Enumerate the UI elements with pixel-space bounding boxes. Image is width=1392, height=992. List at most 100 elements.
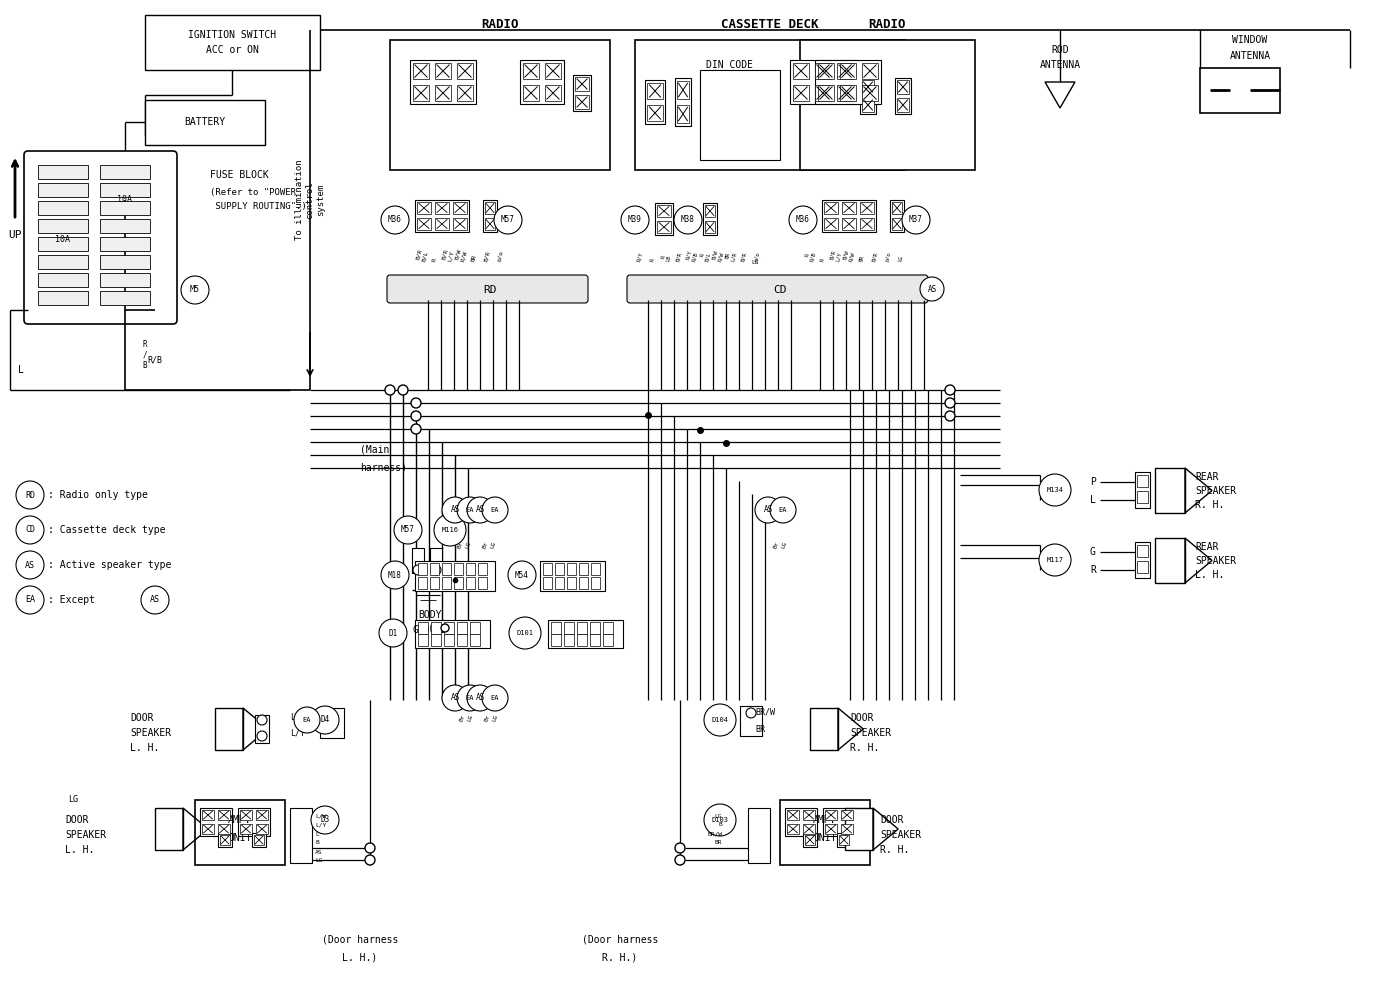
Bar <box>803 823 816 834</box>
Text: M54: M54 <box>515 570 529 579</box>
Bar <box>415 561 496 591</box>
Circle shape <box>379 619 406 647</box>
Bar <box>432 634 441 646</box>
Bar <box>567 577 576 589</box>
Bar <box>100 291 150 305</box>
Bar <box>544 62 561 79</box>
Bar <box>253 834 264 845</box>
Bar <box>603 634 612 646</box>
Bar <box>896 80 909 94</box>
Bar <box>430 577 438 589</box>
Bar <box>412 84 429 101</box>
Circle shape <box>466 497 493 523</box>
Text: CASSETTE DECK: CASSETTE DECK <box>721 19 818 32</box>
Text: R
B/L: R B/L <box>699 250 711 262</box>
Text: Br: Br <box>457 541 464 550</box>
Bar <box>454 202 466 214</box>
Text: L. H.): L. H.) <box>342 952 377 962</box>
Bar <box>195 800 285 865</box>
Bar <box>574 75 592 111</box>
Circle shape <box>789 206 817 234</box>
Text: M36: M36 <box>388 215 402 224</box>
Bar <box>415 200 469 232</box>
Text: B: B <box>718 822 722 827</box>
Bar <box>1200 68 1281 113</box>
Circle shape <box>386 385 395 395</box>
Bar <box>100 219 150 233</box>
Text: B/R
B/L: B/R B/L <box>415 248 429 262</box>
Text: D4: D4 <box>320 715 330 724</box>
Bar <box>38 273 88 287</box>
Circle shape <box>945 411 955 421</box>
Circle shape <box>443 497 468 523</box>
Bar <box>814 60 881 104</box>
Text: R. H.: R. H. <box>851 743 880 753</box>
Text: DOOR: DOOR <box>851 713 874 723</box>
Text: BR: BR <box>859 254 866 262</box>
Bar <box>290 808 312 863</box>
Text: REAR: REAR <box>1194 472 1218 482</box>
Bar <box>786 823 799 834</box>
Bar <box>415 620 490 648</box>
Text: R. H.: R. H. <box>1194 500 1225 510</box>
Bar <box>579 577 587 589</box>
Circle shape <box>746 708 756 718</box>
Bar <box>895 78 910 114</box>
Circle shape <box>494 206 522 234</box>
Text: L/W: L/W <box>290 712 305 721</box>
Text: EA: EA <box>491 507 500 513</box>
Bar <box>677 105 689 123</box>
Bar <box>38 237 88 251</box>
Text: B/R
L/Y: B/R L/Y <box>441 248 455 262</box>
Text: AS: AS <box>763 506 773 515</box>
Text: DOOR: DOOR <box>65 815 89 825</box>
Bar <box>320 708 344 738</box>
Bar <box>841 809 853 820</box>
Bar <box>825 809 837 820</box>
Bar <box>219 809 230 820</box>
Bar <box>1137 491 1148 503</box>
Text: BR/W: BR/W <box>754 707 775 716</box>
Bar <box>862 98 874 112</box>
Bar <box>219 823 230 834</box>
Text: L/W: L/W <box>315 813 326 818</box>
Bar <box>592 577 600 589</box>
Bar <box>418 622 427 634</box>
Bar <box>38 255 88 269</box>
Text: CD: CD <box>25 526 35 535</box>
Text: P: P <box>1090 477 1096 487</box>
Bar <box>38 201 88 215</box>
Text: EA: EA <box>466 695 475 701</box>
Bar <box>457 634 466 646</box>
Text: EA: EA <box>491 695 500 701</box>
Bar <box>434 84 451 101</box>
Bar <box>522 84 539 101</box>
Bar <box>483 200 497 232</box>
Text: Br: Br <box>482 541 489 550</box>
Text: To illumination
control
system: To illumination control system <box>295 160 324 240</box>
Text: RADIO: RADIO <box>869 19 906 32</box>
Bar <box>434 62 451 79</box>
Bar <box>411 60 476 104</box>
Circle shape <box>434 514 466 546</box>
Text: BR: BR <box>470 254 477 262</box>
Bar <box>700 70 780 160</box>
Text: M39: M39 <box>628 215 642 224</box>
Bar <box>862 62 878 79</box>
Bar <box>862 80 874 94</box>
Text: SPEAKER: SPEAKER <box>129 728 171 738</box>
Text: (Door harness: (Door harness <box>582 935 658 945</box>
Text: EA: EA <box>466 507 475 513</box>
Bar <box>824 218 838 230</box>
Text: M36: M36 <box>796 215 810 224</box>
Bar <box>657 221 671 233</box>
Text: L: L <box>1090 495 1096 505</box>
Circle shape <box>15 586 45 614</box>
Text: R. H.: R. H. <box>880 845 909 855</box>
Bar <box>839 62 856 79</box>
Bar <box>38 183 88 197</box>
Text: DOOR: DOOR <box>129 713 153 723</box>
Bar <box>436 202 448 214</box>
Text: LG: LG <box>781 541 788 550</box>
Circle shape <box>482 497 508 523</box>
